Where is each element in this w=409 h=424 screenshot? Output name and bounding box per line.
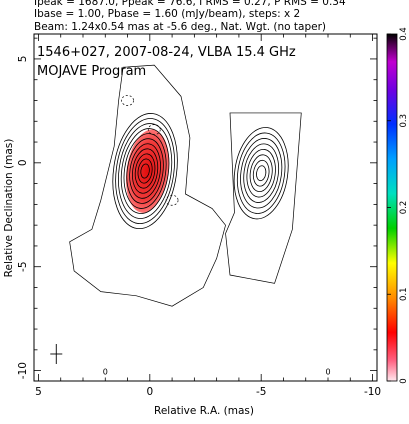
chart-title: 1546+027, 2007-08-24, VLBA 15.4 GHz [37,45,296,60]
y-tick-label: -5 [17,261,29,271]
contour-extended [69,64,226,307]
contour-extended-2 [225,112,302,284]
colorbar-tick-label: 0.2 [399,201,409,215]
contour-level [233,127,289,220]
header-line-3: Beam: 1.24x0.54 mas at -5.6 deg., Nat. W… [34,21,327,33]
contour-level [249,154,273,192]
x-axis-label: Relative R.A. (mas) [154,405,254,417]
colorbar-tick-label: 0.1 [399,287,409,301]
contour-level [236,132,286,214]
contour-negative [165,194,179,206]
contour-level [137,158,153,184]
colorbar-tick-label: 0.3 [399,114,409,128]
map-annotation: 0 [103,368,108,377]
x-tick-label: -10 [364,386,381,398]
program-label: MOJAVE Program [37,64,146,79]
x-tick-label: 5 [35,386,42,398]
axis-ticks: 5 0 -5 -10 5 0 -5 -10 [17,34,381,398]
x-tick-label: 0 [146,386,153,398]
contour-level [252,159,270,187]
plot-frame [33,33,378,382]
contour-level [134,153,156,189]
contour-level [132,148,159,194]
contour-negative [121,95,134,106]
contour-level [240,138,283,209]
contour-level [126,138,164,204]
y-axis-label: Relative Declination (mas) [3,139,15,278]
contour-level [256,165,267,182]
contour-level [120,128,170,214]
x-tick-label: -5 [256,386,266,398]
header-line-1: Ipeak = 1687.0, Ppeak = 76.6, I RMS = 0.… [34,0,346,8]
contour-level [140,163,150,179]
colorbar-tick-label: 0.4 [399,27,409,41]
contour-level [118,123,173,219]
y-tick-label: -10 [17,362,29,379]
contour-level [112,113,178,230]
header-line-2: Ibase = 1.00, Pbase = 1.60 (mJy/beam), s… [34,8,301,20]
y-tick-label: 0 [17,159,29,166]
colorbar-ticks: 0 0.1 0.2 0.3 0.4 [387,27,409,384]
contour-level [246,148,276,198]
contour-level [115,118,175,224]
contour-level [129,143,161,199]
contour-negative [147,124,161,135]
y-tick-label: 5 [17,56,29,63]
map-annotation: 0 [325,368,330,377]
colorbar-tick-label: 0 [399,378,409,383]
contour-level [243,143,280,203]
